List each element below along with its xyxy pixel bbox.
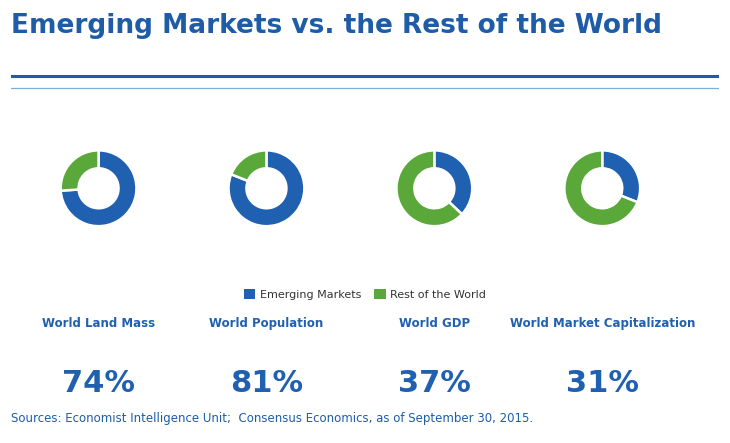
Text: Emerging Markets vs. the Rest of the World: Emerging Markets vs. the Rest of the Wor… [11, 13, 662, 39]
Wedge shape [396, 150, 462, 226]
Wedge shape [602, 150, 640, 202]
Text: 37%: 37% [398, 369, 471, 398]
Text: World Market Capitalization: World Market Capitalization [510, 317, 695, 330]
Text: 81%: 81% [230, 369, 303, 398]
Text: Sources: Economist Intelligence Unit;  Consensus Economics, as of September 30, : Sources: Economist Intelligence Unit; Co… [11, 412, 533, 425]
Circle shape [80, 169, 118, 207]
Wedge shape [231, 150, 266, 181]
Wedge shape [564, 150, 637, 226]
Text: World Population: World Population [210, 317, 323, 330]
Circle shape [415, 169, 453, 207]
Circle shape [247, 169, 285, 207]
Wedge shape [434, 150, 472, 214]
Legend: Emerging Markets, Rest of the World: Emerging Markets, Rest of the World [244, 289, 486, 300]
Text: World Land Mass: World Land Mass [42, 317, 155, 330]
Text: 31%: 31% [566, 369, 639, 398]
Wedge shape [61, 150, 99, 190]
Wedge shape [228, 150, 304, 226]
Text: 74%: 74% [62, 369, 135, 398]
Wedge shape [61, 150, 137, 226]
Text: World GDP: World GDP [399, 317, 470, 330]
Circle shape [583, 169, 621, 207]
